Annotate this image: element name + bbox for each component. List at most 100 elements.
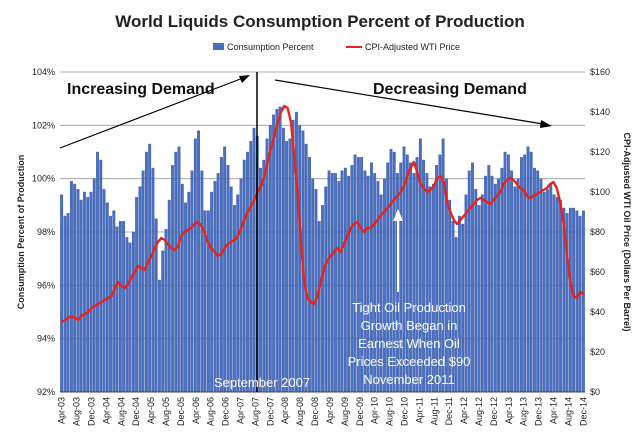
consumption-bar [471, 162, 474, 393]
consumption-bar [89, 191, 93, 393]
consumption-bar [317, 221, 321, 393]
consumption-bar [125, 237, 129, 393]
legend-label-wti: CPI-Adjusted WTI Price [365, 42, 460, 52]
right-tick-label: $60 [590, 267, 605, 277]
consumption-bar [268, 125, 272, 393]
consumption-bar [158, 279, 161, 393]
consumption-bar [278, 106, 282, 393]
consumption-bar [506, 154, 510, 393]
consumption-bar [474, 189, 478, 393]
consumption-bar [259, 167, 262, 393]
x-tick-label: Aug-07 [250, 397, 260, 426]
consumption-bar [477, 205, 481, 393]
x-tick-label: Apr-12 [459, 397, 469, 424]
x-axis-ticks: Apr-03 Aug-03 Dec-03 Apr-04 Aug-04 Dec-04 Apr-… [57, 397, 589, 426]
consumption-bar [233, 205, 236, 393]
consumption-bar [144, 151, 148, 393]
x-tick-label: Dec-04 [131, 397, 141, 426]
consumption-bar [187, 191, 191, 393]
consumption-bar [572, 207, 576, 393]
tight-oil-line-5: November 2011 [363, 372, 455, 387]
left-tick-label: 104% [32, 67, 55, 77]
x-tick-label: Dec-05 [176, 397, 186, 426]
consumption-bar [131, 231, 135, 393]
consumption-bar [138, 186, 142, 393]
consumption-bar [311, 178, 315, 393]
consumption-bar [337, 181, 341, 393]
increasing-demand-arrowhead [239, 75, 250, 83]
consumption-bar [242, 159, 246, 393]
right-tick-label: $100 [590, 187, 610, 197]
x-tick-label: Aug-05 [161, 397, 171, 426]
x-tick-label: Dec-12 [489, 397, 499, 426]
legend-label-consumption: Consumption Percent [227, 42, 314, 52]
x-tick-label: Dec-10 [399, 397, 409, 426]
consumption-bar [568, 207, 572, 393]
consumption-bar [239, 178, 243, 393]
consumption-bar [249, 141, 253, 393]
legend-swatch-consumption [213, 43, 224, 50]
tight-oil-line-1: Tight Oil Production [352, 300, 466, 315]
consumption-bar [539, 178, 543, 393]
consumption-bar [500, 167, 504, 393]
consumption-bar [330, 173, 334, 393]
left-tick-label: 92% [37, 387, 55, 397]
consumption-bar [177, 146, 181, 393]
consumption-bar [92, 178, 96, 393]
legend: Consumption Percent CPI-Adjusted WTI Pri… [213, 42, 460, 52]
x-tick-label: Apr-05 [146, 397, 156, 424]
x-tick-label: Apr-04 [101, 397, 111, 424]
consumption-bar [549, 183, 553, 393]
x-tick-label: Dec-14 [578, 397, 588, 426]
right-tick-label: $20 [590, 347, 605, 357]
consumption-bar [213, 181, 217, 393]
consumption-bar [519, 157, 523, 393]
consumption-bar [288, 138, 292, 393]
consumption-bar [115, 226, 119, 393]
x-tick-label: Aug-14 [563, 397, 573, 426]
x-tick-label: Dec-13 [534, 397, 544, 426]
x-tick-label: Dec-11 [444, 397, 454, 425]
consumption-bar [102, 189, 106, 393]
x-tick-label: Aug-11 [429, 397, 439, 425]
consumption-bar [334, 173, 337, 393]
chart-title: World Liquids Consumption Percent of Pro… [115, 12, 525, 31]
consumption-bar [272, 114, 276, 393]
consumption-bar [63, 215, 67, 393]
consumption-bar [86, 197, 90, 393]
left-tick-label: 102% [32, 120, 55, 130]
consumption-bar [252, 127, 256, 393]
consumption-bar [246, 151, 249, 393]
consumption-bar [555, 197, 559, 393]
consumption-bar [327, 170, 331, 393]
x-tick-label: Aug-08 [295, 397, 305, 426]
consumption-bar [197, 130, 201, 393]
consumption-bar [575, 210, 579, 393]
consumption-bar [281, 127, 285, 393]
x-tick-label: Apr-14 [549, 397, 559, 424]
consumption-bar [516, 178, 520, 393]
consumption-bar [503, 151, 507, 393]
x-tick-label: Apr-13 [504, 397, 514, 424]
consumption-bar [60, 194, 64, 393]
consumption-bar [285, 141, 289, 393]
consumption-bar [216, 173, 220, 393]
consumption-bar [118, 221, 122, 393]
left-axis-ticks: 92% 94% 96% 98% 100% 102% 104% [32, 67, 55, 397]
consumption-bar [161, 250, 165, 393]
right-tick-label: $40 [590, 307, 605, 317]
right-axis-ticks: $0 $20 $40 $60 $80 $100 $120 $140 $160 [590, 67, 610, 397]
tight-oil-line-4: Prices Exceeded $90 [348, 354, 471, 369]
consumption-bar [559, 199, 562, 393]
x-tick-label: Aug-12 [474, 397, 484, 426]
consumption-bar [581, 210, 585, 393]
consumption-bar [223, 146, 227, 393]
x-tick-label: Aug-04 [116, 397, 126, 426]
consumption-bar [578, 215, 582, 393]
consumption-bar [109, 215, 112, 393]
consumption-bar [529, 151, 533, 393]
left-tick-label: 94% [37, 334, 55, 344]
right-tick-label: $140 [590, 107, 610, 117]
x-tick-label: Aug-06 [206, 397, 216, 426]
